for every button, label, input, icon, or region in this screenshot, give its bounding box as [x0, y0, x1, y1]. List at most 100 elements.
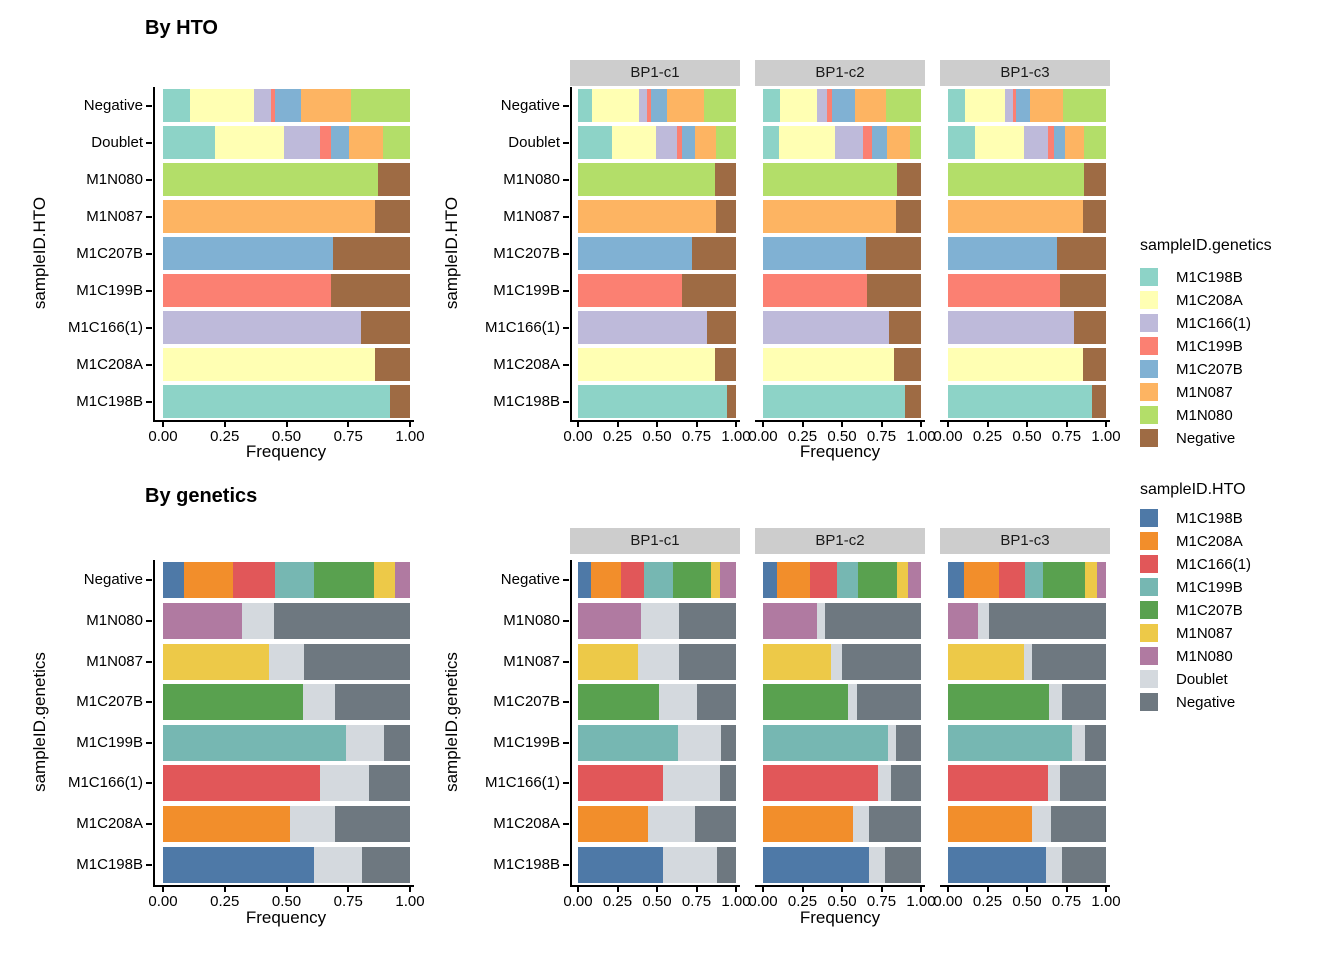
bar-segment: [948, 684, 1050, 721]
bar-segment: [620, 562, 645, 599]
bar-segment: [866, 237, 921, 270]
bar-segment: [578, 602, 642, 639]
bar-segment: [888, 311, 921, 344]
bar-segment: [679, 602, 736, 639]
bar-segment: [974, 126, 1024, 159]
bar-segment: [269, 643, 304, 680]
y-axis-label: M1C199B: [76, 281, 143, 299]
bar-segment: [1023, 643, 1032, 680]
legend-label: M1N087: [1176, 384, 1233, 401]
bar-segment: [1072, 724, 1085, 761]
bar-segment: [763, 89, 780, 122]
bar-segment: [694, 806, 736, 843]
chart-title-by-hto: By HTO: [145, 17, 218, 39]
bar-segment: [578, 200, 717, 233]
bar-segment: [1045, 846, 1062, 883]
bar-segment: [1023, 126, 1048, 159]
legend-swatch: [1140, 670, 1158, 688]
bar-segment: [333, 237, 410, 270]
bar-segment: [270, 89, 275, 122]
legend-label: M1C198B: [1176, 269, 1243, 286]
bar-segment: [694, 126, 717, 159]
x-axis-title-bottom-right: Frequency: [799, 908, 881, 927]
x-tick-label: 1.00: [395, 893, 425, 910]
y-axis-label: M1N087: [86, 652, 143, 670]
y-axis-line: [153, 560, 155, 887]
y-axis-tick: [146, 252, 152, 255]
y-axis-label: M1C198B: [76, 392, 143, 410]
x-tick-label: 0.50: [827, 893, 857, 910]
facet-strip: BP1-c2: [755, 60, 925, 86]
x-tick-label: 0.50: [1012, 893, 1042, 910]
bar-segment: [948, 200, 1084, 233]
bar-segment: [691, 237, 736, 270]
bar-segment: [578, 684, 659, 721]
legend-item: M1C198B: [1140, 266, 1320, 289]
plot-panel: 0.00 0.25 0.50 0.75 1.00: [563, 560, 751, 910]
x-axis-tick: [577, 422, 579, 427]
bar-segment: [763, 311, 889, 344]
bar-segment: [1049, 684, 1062, 721]
bar-segment: [1012, 89, 1016, 122]
x-tick-label: 0.75: [333, 428, 363, 445]
x-tick-label: 1.00: [906, 893, 936, 910]
x-axis-tick: [162, 422, 164, 427]
legend-label: M1C199B: [1176, 579, 1243, 596]
legend-item: M1N087: [1140, 622, 1320, 645]
x-axis-tick: [841, 422, 843, 427]
x-axis-tick: [880, 422, 883, 427]
bar-segment: [890, 765, 921, 802]
x-tick-label: 0.25: [787, 893, 818, 910]
x-axis-tick: [986, 887, 989, 892]
legend-label: M1C207B: [1176, 361, 1243, 378]
bar-segment: [319, 765, 370, 802]
bar-segment: [578, 765, 664, 802]
bar-segment: [233, 562, 276, 599]
legend-swatch: [1140, 337, 1158, 355]
y-axis-tick: [563, 782, 569, 785]
y-axis-tick: [146, 579, 152, 582]
bar-segment: [842, 643, 921, 680]
bar-segment: [853, 806, 869, 843]
x-tick-label: 0.75: [681, 893, 712, 910]
y-axis-tick: [146, 741, 152, 744]
x-axis-tick: [409, 887, 411, 892]
legend-title-genetics: sampleID.genetics: [1140, 237, 1272, 254]
x-tick-label: 1.00: [1091, 428, 1121, 445]
bar-segment: [578, 126, 613, 159]
bar-segment: [763, 163, 898, 196]
x-tick-label: 0.00: [148, 428, 178, 445]
x-tick-label: 0.75: [866, 893, 897, 910]
bar-segment: [163, 806, 291, 843]
bar-segment: [350, 89, 410, 122]
y-axis-tick: [146, 400, 152, 403]
x-axis-tick: [841, 887, 843, 892]
bar-segment: [720, 765, 736, 802]
bar-segment: [658, 684, 698, 721]
bar-segment: [909, 126, 921, 159]
y-axis-label: M1C207B: [76, 693, 143, 711]
x-tick-label: 0.25: [210, 428, 240, 445]
legend-item: M1C198B: [1140, 507, 1320, 530]
x-axis-tick: [656, 422, 658, 427]
bar-segment: [989, 602, 1106, 639]
y-axis-tick: [563, 178, 569, 181]
bar-segment: [763, 846, 869, 883]
bar-segment: [375, 200, 410, 233]
legend-label: M1C199B: [1176, 338, 1243, 355]
y-axis-line: [570, 560, 572, 887]
bar-segment: [706, 311, 736, 344]
bar-segment: [242, 602, 275, 639]
x-axis-tick: [162, 887, 164, 892]
bar-segment: [887, 724, 896, 761]
x-tick-label: 0.75: [333, 893, 363, 910]
bar-segment: [948, 348, 1084, 381]
bar-segment: [1053, 126, 1065, 159]
bar-segment: [361, 846, 410, 883]
facet-strip: BP1-c1: [570, 60, 740, 86]
y-axis-label: M1N080: [86, 611, 143, 629]
facet-strip: BP1-c1: [570, 528, 740, 554]
legend-swatch: [1140, 314, 1158, 332]
bar-segment: [857, 562, 898, 599]
